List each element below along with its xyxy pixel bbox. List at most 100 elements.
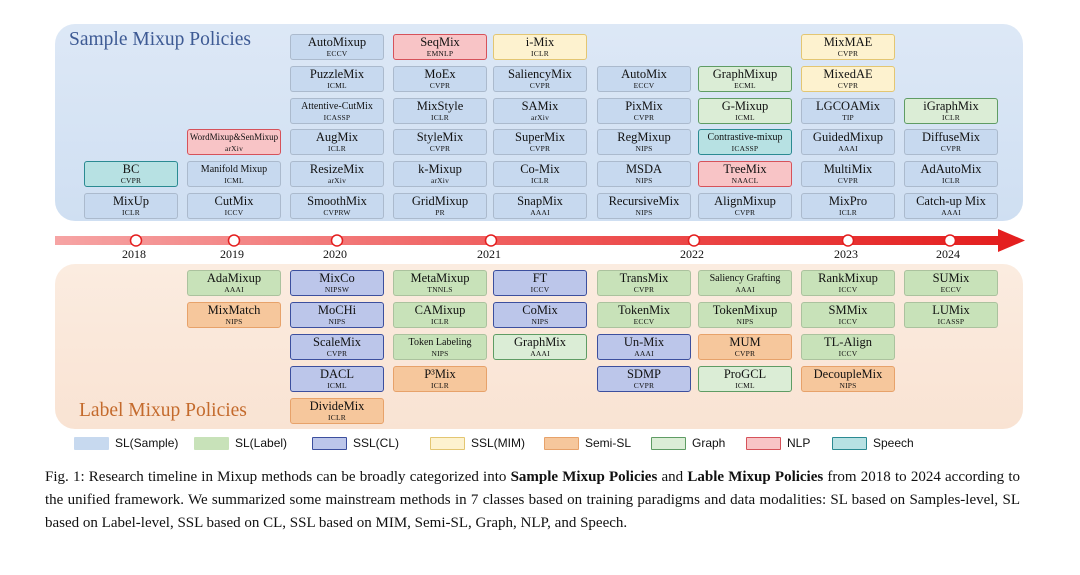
method-name: TokenMixup: [712, 302, 778, 317]
label-method-adamixup: AdaMixup AAAI: [187, 270, 281, 296]
method-name: GraphMix: [513, 334, 567, 349]
method-name: Catch-up Mix: [916, 194, 986, 208]
label-method-transmix: TransMix CVPR: [597, 270, 691, 296]
method-venue: ECCV: [326, 49, 348, 58]
method-venue: ICLR: [531, 176, 549, 186]
label-method-rankmixup: RankMixup ICCV: [801, 270, 895, 296]
method-venue: ICCV: [224, 208, 244, 217]
method-name: DACL: [319, 366, 355, 381]
method-name: Manifold Mixup: [200, 164, 268, 176]
sample-method-automix: AutoMix ECCV: [597, 65, 691, 92]
method-name: PixMix: [625, 98, 663, 113]
year-label-2018: 2018: [122, 247, 146, 261]
sample-method-saliencymix: SaliencyMix CVPR: [493, 65, 587, 92]
method-venue: NIPS: [635, 144, 653, 154]
sample-method-automixup: AutoMixup ECCV: [290, 34, 384, 60]
legend-item-ssl-mim: SSL(MIM): [430, 434, 525, 452]
label-method-p-mix: P³Mix ICLR: [393, 365, 487, 392]
sample-method-alignmixup: AlignMixup CVPR: [698, 193, 792, 219]
method-name: MetaMixup: [410, 271, 470, 285]
method-name: PuzzleMix: [309, 66, 365, 81]
method-venue: NIPS: [839, 380, 857, 390]
method-name: CutMix: [214, 194, 254, 208]
timeline-bar: [55, 236, 1000, 245]
sample-method-supermix: SuperMix CVPR: [493, 129, 587, 156]
method-name: P³Mix: [424, 366, 456, 381]
method-venue: ECCV: [940, 285, 962, 294]
year-label-2023: 2023: [834, 247, 858, 261]
legend-swatch: [746, 436, 781, 450]
method-venue: CVPR: [837, 176, 859, 186]
method-venue: arXiv: [430, 176, 450, 186]
method-venue: ICML: [735, 112, 755, 122]
sample-method-recursivemix: RecursiveMix NIPS: [597, 193, 691, 219]
method-name: DivideMix: [309, 398, 365, 413]
method-name: Co-Mix: [520, 162, 560, 177]
year-label-2020: 2020: [323, 247, 347, 261]
method-venue: AAAI: [224, 285, 244, 294]
method-venue: ICLR: [122, 208, 140, 217]
legend-label: SSL(MIM): [471, 436, 525, 450]
method-venue: CVPR: [837, 49, 859, 58]
legend-label: Semi-SL: [585, 436, 632, 450]
method-venue: ICML: [327, 380, 347, 390]
method-name: AdAutoMix: [920, 162, 982, 177]
label-method-metamixup: MetaMixup TNNLS: [393, 270, 487, 296]
label-method-ft: FT ICCV: [493, 270, 587, 296]
legend-label: SSL(CL): [353, 436, 400, 450]
sample-method-contrastive-mixup: Contrastive-mixup ICASSP: [698, 129, 792, 156]
legend-item-sl-label: SL(Label): [194, 434, 287, 452]
method-name: MixPro: [828, 194, 868, 208]
method-venue: ICML: [224, 176, 244, 186]
sample-method-pixmix: PixMix CVPR: [597, 97, 691, 124]
sample-method-i-mix: i-Mix ICLR: [493, 34, 587, 60]
caption-suffix: from 2018 to 2024 according to the unifi…: [45, 469, 1020, 531]
method-name: MixUp: [112, 194, 150, 208]
method-name: ResizeMix: [309, 162, 365, 177]
method-venue: NIPS: [736, 316, 754, 326]
method-name: TreeMix: [723, 162, 767, 177]
method-name: Un-Mix: [623, 334, 665, 349]
method-name: SmoothMix: [307, 194, 367, 208]
method-venue: ICCV: [530, 285, 550, 294]
method-venue: ICASSP: [731, 144, 759, 154]
sample-method-mixstyle: MixStyle ICLR: [393, 97, 487, 124]
label-method-smmix: SMMix ICCV: [801, 301, 895, 328]
method-name: MultiMix: [823, 162, 873, 177]
method-name: DecoupleMix: [813, 366, 883, 381]
sample-method-seqmix: SeqMix EMNLP: [393, 34, 487, 60]
sample-method-mixup: MixUp ICLR: [84, 193, 178, 219]
label-mixup-title: Label Mixup Policies: [79, 400, 247, 421]
caption-bold-label: Lable Mixup Policies: [687, 469, 824, 485]
legend-item-ssl-cl: SSL(CL): [312, 434, 399, 452]
sample-method-augmix: AugMix ICLR: [290, 129, 384, 156]
method-venue: ICLR: [531, 49, 549, 58]
label-method-decouplemix: DecoupleMix NIPS: [801, 365, 895, 392]
method-name: GridMixup: [411, 194, 469, 208]
method-venue: ECCV: [633, 80, 655, 90]
legend-swatch: [832, 436, 867, 450]
sample-method-manifold-mixup: Manifold Mixup ICML: [187, 161, 281, 188]
method-venue: ICASSP: [323, 112, 351, 122]
method-venue: CVPR: [429, 80, 451, 90]
legend-item-speech: Speech: [832, 434, 914, 452]
label-method-mochi: MoCHi NIPS: [290, 301, 384, 328]
method-venue: CVPR: [940, 144, 962, 154]
method-venue: ICASSP: [937, 316, 965, 326]
legend-label: SL(Label): [235, 436, 288, 450]
method-name: RecursiveMix: [608, 194, 680, 208]
method-venue: ICML: [327, 80, 347, 90]
method-venue: AAAI: [530, 348, 550, 358]
sample-method-msda: MSDA NIPS: [597, 161, 691, 188]
sample-method-multimix: MultiMix CVPR: [801, 161, 895, 188]
sample-method-k-mixup: k-Mixup arXiv: [393, 161, 487, 188]
method-venue: arXiv: [327, 176, 347, 186]
method-name: iGraphMix: [923, 98, 979, 113]
legend-swatch: [651, 436, 686, 450]
method-venue: CVPR: [734, 208, 756, 217]
method-venue: NIPS: [431, 348, 449, 358]
method-name: ProGCL: [723, 366, 767, 381]
label-method-tl-align: TL-Align ICCV: [801, 333, 895, 360]
caption-bold-sample: Sample Mixup Policies: [510, 469, 658, 485]
